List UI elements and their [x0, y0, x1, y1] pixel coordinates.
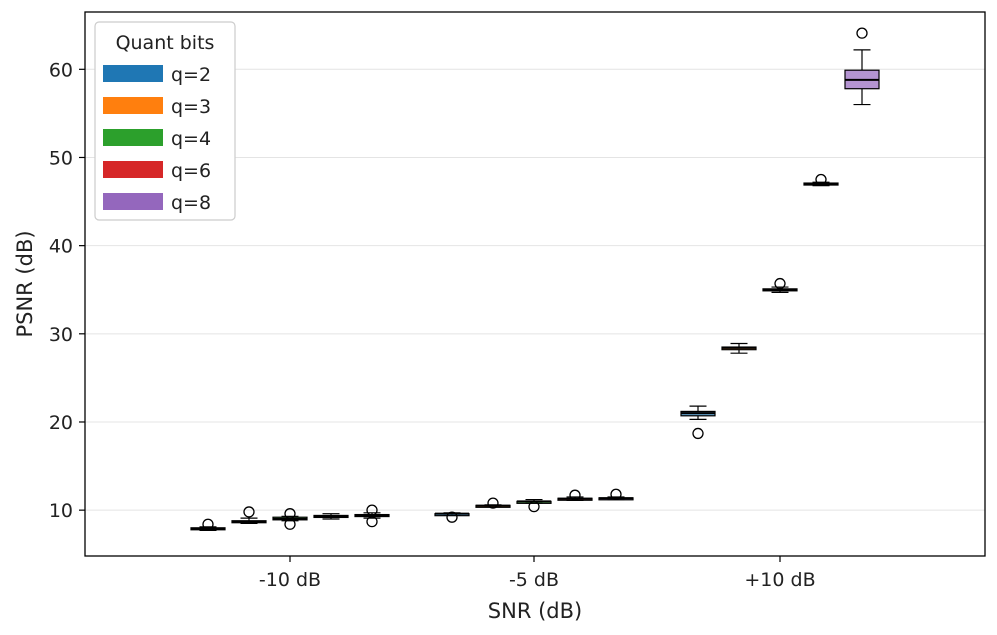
legend-label: q=8: [171, 192, 211, 214]
outlier-point: [366, 515, 378, 528]
x-tick-label: +10 dB: [744, 569, 815, 591]
legend-label: q=2: [171, 64, 211, 86]
box-10dB-q3: [231, 506, 267, 524]
outlier-point: [815, 173, 827, 186]
outlier-point: [487, 497, 499, 509]
outlier-point: [569, 489, 581, 501]
outlier-point: [366, 504, 378, 516]
box-10dB-q2: [190, 518, 226, 532]
legend-label: q=6: [171, 160, 211, 182]
box-5dB-q3: [475, 497, 511, 509]
box-5dB-q8: [598, 488, 634, 501]
box-10dB-q4: [762, 277, 798, 293]
box-10dB-q6: [313, 513, 349, 520]
box-10dB-q2: [680, 405, 716, 440]
outlier-point: [856, 27, 868, 39]
legend-label: q=3: [171, 96, 211, 118]
box-5dB-q6: [557, 489, 593, 502]
legend-swatch: [103, 193, 163, 210]
box-10dB-q3: [721, 342, 757, 354]
legend-entries: q=2 q=3 q=4 q=6 q=8: [103, 64, 211, 214]
outlier-point: [243, 506, 255, 518]
outlier-point: [610, 488, 622, 500]
x-tick-label: -5 dB: [509, 569, 559, 591]
plot-frame: [84, 11, 986, 557]
legend-swatch: [103, 97, 163, 114]
outlier-point: [774, 277, 786, 290]
outlier-point: [692, 427, 704, 440]
legend-swatch: [103, 129, 163, 146]
legend-title: Quant bits: [116, 32, 215, 54]
box-10dB-q8: [354, 504, 390, 528]
x-axis-title: SNR (dB): [488, 599, 582, 623]
outlier-point: [446, 511, 458, 523]
y-tick-label: 60: [49, 59, 73, 81]
box-10dB-q6: [803, 173, 839, 187]
axis-ticks: 10 20 30 40 50 60 -10 dB -5 dB +10 dB: [49, 59, 816, 591]
y-tick-label: 10: [49, 500, 73, 522]
legend-swatch: [103, 65, 163, 82]
legend: Quant bits q=2 q=3 q=4 q=6 q=8: [94, 21, 236, 221]
legend-label: q=4: [171, 128, 211, 150]
boxes: [190, 27, 880, 532]
outlier-point: [202, 518, 214, 530]
y-tick-label: 20: [49, 412, 73, 434]
box-5dB-q2: [434, 511, 470, 523]
box-10dB-q8: [844, 27, 880, 106]
y-tick-label: 50: [49, 147, 73, 169]
y-tick-label: 30: [49, 324, 73, 346]
box-5dB-q4: [516, 498, 552, 513]
outlier-point: [284, 518, 296, 530]
box-10dB-q4: [272, 508, 308, 530]
y-axis-title: PSNR (dB): [13, 230, 37, 337]
legend-swatch: [103, 161, 163, 178]
outlier-point: [528, 500, 540, 513]
x-tick-label: -10 dB: [259, 569, 321, 591]
y-tick-label: 40: [49, 236, 73, 258]
